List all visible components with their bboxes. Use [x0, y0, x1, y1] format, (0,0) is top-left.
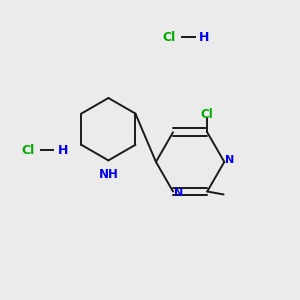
Text: H: H — [58, 143, 68, 157]
Text: Cl: Cl — [163, 31, 176, 44]
Text: NH: NH — [98, 168, 118, 181]
Text: Cl: Cl — [22, 143, 35, 157]
Text: Cl: Cl — [201, 108, 214, 121]
Text: N: N — [225, 155, 234, 165]
Text: H: H — [199, 31, 210, 44]
Text: N: N — [174, 188, 183, 198]
